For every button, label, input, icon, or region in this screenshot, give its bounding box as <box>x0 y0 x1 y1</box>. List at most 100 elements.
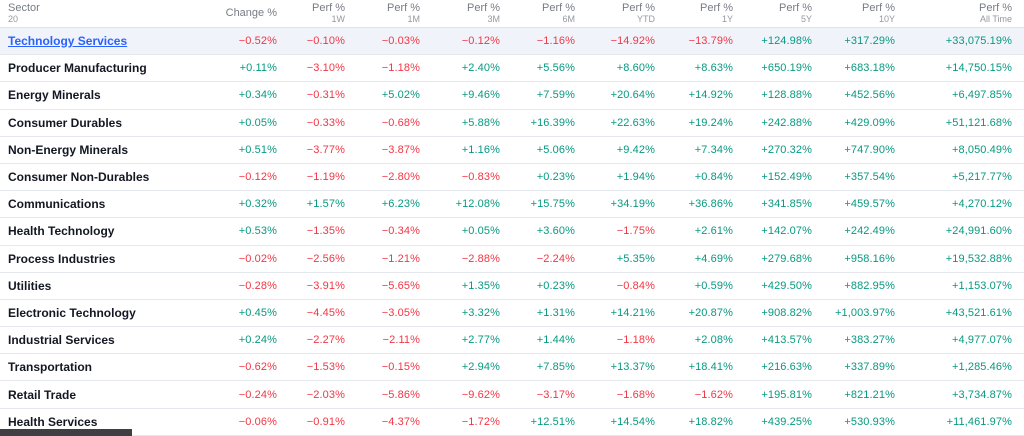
value-cell: +19.24% <box>688 116 733 129</box>
value-cell: +357.54% <box>844 171 895 184</box>
value-cell: −0.12% <box>238 171 277 184</box>
value-cell: +0.45% <box>238 306 277 319</box>
column-header-period: 3M <box>487 14 500 25</box>
table-row[interactable]: Utilities −0.28% −3.91% −5.65% +1.35% +0.23% −… <box>0 272 1024 300</box>
table-row[interactable]: Consumer Durables +0.05% −0.33% −0.68% +5.88… <box>0 109 1024 137</box>
sector-name[interactable]: Health Services <box>8 414 98 429</box>
value-cell: +2.61% <box>694 225 733 238</box>
value-cell: +2.77% <box>461 334 500 347</box>
value-cell: −1.21% <box>381 252 420 265</box>
value-cell: +383.27% <box>844 334 895 347</box>
value-cell: +128.88% <box>761 89 812 102</box>
table-row[interactable]: Retail Trade −0.24% −2.03% −5.86% −9.62% −3.1… <box>0 381 1024 409</box>
column-header-label: Perf % <box>541 2 575 14</box>
sector-name[interactable]: Process Industries <box>8 251 116 266</box>
column-header-10y[interactable]: Perf % 10Y <box>812 2 895 25</box>
value-cell: −1.68% <box>616 388 655 401</box>
value-cell: +1.31% <box>536 306 575 319</box>
table-row[interactable]: Energy Minerals +0.34% −0.31% +5.02% +9.46% +… <box>0 82 1024 110</box>
column-header-ytd[interactable]: Perf % YTD <box>575 2 655 25</box>
value-cell: −1.75% <box>616 225 655 238</box>
value-cell: −5.86% <box>381 388 420 401</box>
sector-cell: Transportation <box>0 360 215 374</box>
browser-status-bar <box>0 429 132 436</box>
value-cell: +0.23% <box>536 171 575 184</box>
value-cell: +1.94% <box>616 171 655 184</box>
column-header-all-time[interactable]: Perf % All Time <box>895 2 1024 25</box>
table-row[interactable]: Non-Energy Minerals +0.51% −3.77% −3.87% +1.… <box>0 136 1024 164</box>
sector-cell: Process Industries <box>0 252 215 266</box>
value-cell: +13.37% <box>610 361 655 374</box>
column-header-3m[interactable]: Perf % 3M <box>420 2 500 25</box>
column-header-1m[interactable]: Perf % 1M <box>345 2 420 25</box>
value-cell: +242.88% <box>761 116 812 129</box>
value-cell: +821.21% <box>844 388 895 401</box>
sector-name[interactable]: Retail Trade <box>8 387 77 402</box>
value-cell: −1.19% <box>306 171 345 184</box>
sector-name[interactable]: Communications <box>8 197 106 212</box>
table-row[interactable]: Communications +0.32% +1.57% +6.23% +12.08% +… <box>0 191 1024 219</box>
value-cell: −0.68% <box>381 116 420 129</box>
column-header-label: Perf % <box>466 2 500 14</box>
table-row[interactable]: Industrial Services +0.24% −2.27% −2.11% +2.… <box>0 327 1024 355</box>
value-cell: −1.18% <box>616 334 655 347</box>
table-row[interactable]: Consumer Non-Durables −0.12% −1.19% −2.80% −… <box>0 163 1024 192</box>
table-row[interactable]: Electronic Technology +0.45% −4.45% −3.05% +… <box>0 299 1024 328</box>
column-header-label: Perf % <box>699 2 733 14</box>
table-row[interactable]: Producer Manufacturing +0.11% −3.10% −1.18%… <box>0 55 1024 83</box>
sector-name[interactable]: Energy Minerals <box>8 88 101 103</box>
value-cell: +1,285.46% <box>951 361 1012 374</box>
column-header-1y[interactable]: Perf % 1Y <box>655 2 733 25</box>
table-row[interactable]: Health Technology +0.53% −1.35% −0.34% +0.05… <box>0 218 1024 246</box>
column-header-6m[interactable]: Perf % 6M <box>500 2 575 25</box>
value-cell: +9.42% <box>616 143 655 156</box>
sector-name[interactable]: Non-Energy Minerals <box>8 142 129 157</box>
sector-name[interactable]: Utilities <box>8 278 52 293</box>
sector-cell: Technology Services <box>0 34 215 48</box>
sector-name[interactable]: Industrial Services <box>8 333 115 348</box>
table-row[interactable]: Health Services −0.06% −0.91% −4.37% −1.72% +… <box>0 408 1024 436</box>
value-cell: +747.90% <box>844 143 895 156</box>
column-header-label: Perf % <box>621 2 655 14</box>
column-header-5y[interactable]: Perf % 5Y <box>733 2 812 25</box>
table-row[interactable]: Process Industries −0.02% −2.56% −1.21% −2.8… <box>0 245 1024 273</box>
column-header-sector[interactable]: Sector 20 <box>0 2 215 25</box>
column-header-period: 10Y <box>878 14 895 25</box>
column-header-label: Change % <box>225 7 277 20</box>
value-cell: +142.07% <box>761 225 812 238</box>
table-row[interactable]: Transportation −0.62% −1.53% −0.15% +2.94% +7… <box>0 354 1024 382</box>
sector-name[interactable]: Health Technology <box>8 224 115 239</box>
sector-name[interactable]: Electronic Technology <box>8 305 136 320</box>
value-cell: +0.05% <box>238 116 277 129</box>
value-cell: −0.15% <box>381 361 420 374</box>
value-cell: +20.64% <box>610 89 655 102</box>
value-cell: −0.52% <box>238 35 277 48</box>
value-cell: +958.16% <box>844 252 895 265</box>
value-cell: +5.35% <box>616 252 655 265</box>
column-header-period: 1M <box>407 14 420 25</box>
value-cell: +4,977.07% <box>951 334 1012 347</box>
sector-name[interactable]: Consumer Non-Durables <box>8 170 150 185</box>
value-cell: +1.35% <box>461 279 500 292</box>
sector-name[interactable]: Producer Manufacturing <box>8 61 147 76</box>
sector-name[interactable]: Consumer Durables <box>8 115 123 130</box>
sector-header-label: Sector <box>8 2 40 14</box>
value-cell: −0.31% <box>306 89 345 102</box>
value-cell: +51,121.68% <box>945 116 1012 129</box>
value-cell: −2.03% <box>306 388 345 401</box>
column-header-change[interactable]: Change % <box>215 7 277 19</box>
value-cell: +20.87% <box>688 306 733 319</box>
value-cell: −0.33% <box>306 116 345 129</box>
value-cell: +650.19% <box>761 62 812 75</box>
sector-link[interactable]: Technology Services <box>8 34 128 49</box>
value-cell: −13.79% <box>688 35 733 48</box>
table-row[interactable]: Technology Services −0.52% −0.10% −0.03% −0.… <box>0 28 1024 56</box>
value-cell: −0.12% <box>461 35 500 48</box>
sector-name[interactable]: Transportation <box>8 360 93 375</box>
value-cell: −4.37% <box>381 415 420 428</box>
column-header-label: Perf % <box>861 2 895 14</box>
column-header-1w[interactable]: Perf % 1W <box>277 2 345 25</box>
column-header-period: 1W <box>331 14 346 25</box>
value-cell: +15.75% <box>530 198 575 211</box>
sector-cell: Retail Trade <box>0 388 215 402</box>
